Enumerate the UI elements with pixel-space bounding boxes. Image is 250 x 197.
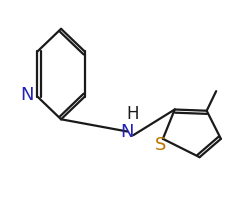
Text: S: S xyxy=(155,136,166,154)
Text: N: N xyxy=(20,86,34,104)
Text: N: N xyxy=(120,123,134,140)
Text: H: H xyxy=(126,105,139,123)
